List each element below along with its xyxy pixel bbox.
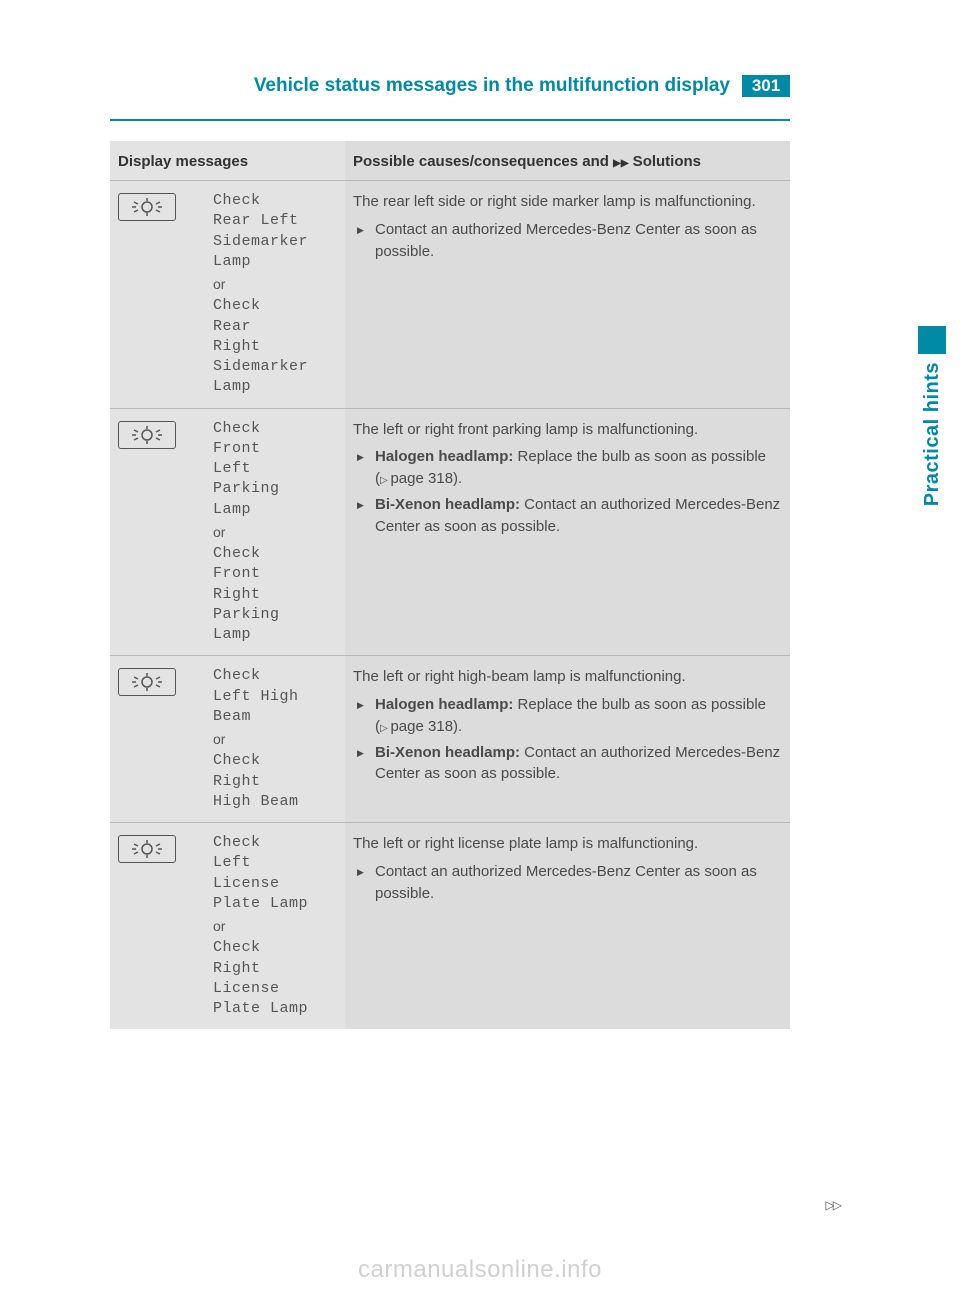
watermark: carmanualsonline.info — [358, 1256, 602, 1284]
solution-tail: ). — [453, 470, 462, 487]
header-underline — [110, 119, 790, 121]
side-tab-block — [918, 326, 946, 354]
side-tab: Practical hints — [904, 326, 960, 506]
continue-mark-icon: ▷▷ — [826, 1198, 840, 1212]
solution-bold: Halogen headlamp: — [375, 696, 513, 713]
page-ref: page 318 — [380, 470, 453, 487]
icon-cell — [110, 181, 205, 409]
message-text-2: Check Front Right Parking Lamp — [213, 544, 337, 645]
th-solutions-post: Solutions — [629, 153, 702, 170]
message-or: or — [213, 274, 337, 294]
message-text-1: Check Front Left Parking Lamp — [213, 419, 337, 520]
table-row: Check Rear Left Sidemarker Lamp or Check… — [110, 181, 790, 409]
solution-cell: The left or right high-beam lamp is malf… — [345, 656, 790, 823]
page-header: Vehicle status messages in the multifunc… — [110, 75, 790, 97]
solution-text: Contact an authorized Mercedes-Benz Cent… — [375, 863, 757, 902]
page-number: 301 — [742, 75, 790, 97]
lamp-icon — [118, 421, 176, 449]
solution-item: Halogen headlamp: Replace the bulb as so… — [367, 446, 782, 490]
solution-cell: The left or right license plate lamp is … — [345, 823, 790, 1030]
lamp-icon — [118, 835, 176, 863]
message-text-2: Check Rear Right Sidemarker Lamp — [213, 296, 337, 397]
solution-cell: The left or right front parking lamp is … — [345, 408, 790, 656]
solution-intro: The rear left side or right side marker … — [353, 191, 782, 213]
message-cell: Check Rear Left Sidemarker Lamp or Check… — [205, 181, 345, 409]
th-solutions: Possible causes/consequences and ▶▶ Solu… — [345, 141, 790, 181]
solution-item: Halogen headlamp: Replace the bulb as so… — [367, 694, 782, 738]
message-cell: Check Left License Plate Lamp or Check R… — [205, 823, 345, 1030]
message-text-1: Check Rear Left Sidemarker Lamp — [213, 191, 337, 272]
page-content: Vehicle status messages in the multifunc… — [110, 75, 790, 1029]
message-or: or — [213, 729, 337, 749]
lamp-icon — [118, 193, 176, 221]
message-text-1: Check Left License Plate Lamp — [213, 833, 337, 914]
message-or: or — [213, 916, 337, 936]
section-title: Vehicle status messages in the multifunc… — [254, 75, 742, 97]
solution-intro: The left or right license plate lamp is … — [353, 833, 782, 855]
table-row: Check Left High Beam or Check Right High… — [110, 656, 790, 823]
message-or: or — [213, 522, 337, 542]
page-ref: page 318 — [380, 718, 453, 735]
icon-cell — [110, 408, 205, 656]
th-display: Display messages — [110, 141, 345, 181]
solution-list: Contact an authorized Mercedes-Benz Cent… — [353, 861, 782, 905]
solution-bold: Halogen headlamp: — [375, 448, 513, 465]
solution-bold: Bi-Xenon headlamp: — [375, 744, 520, 761]
table-row: Check Front Left Parking Lamp or Check F… — [110, 408, 790, 656]
solution-intro: The left or right high-beam lamp is malf… — [353, 666, 782, 688]
message-text-1: Check Left High Beam — [213, 666, 337, 727]
solution-item: Bi-Xenon headlamp: Contact an authorized… — [367, 742, 782, 786]
solution-text: Contact an authorized Mercedes-Benz Cent… — [375, 221, 757, 260]
icon-cell — [110, 823, 205, 1030]
message-cell: Check Left High Beam or Check Right High… — [205, 656, 345, 823]
icon-cell — [110, 656, 205, 823]
solution-list: Contact an authorized Mercedes-Benz Cent… — [353, 219, 782, 263]
solution-intro: The left or right front parking lamp is … — [353, 419, 782, 441]
solution-cell: The rear left side or right side marker … — [345, 181, 790, 409]
lamp-icon — [118, 668, 176, 696]
solution-item: Contact an authorized Mercedes-Benz Cent… — [367, 219, 782, 263]
message-text-2: Check Right License Plate Lamp — [213, 938, 337, 1019]
side-tab-label: Practical hints — [921, 362, 944, 506]
solution-bold: Bi-Xenon headlamp: — [375, 496, 520, 513]
messages-table: Display messages Possible causes/consequ… — [110, 141, 790, 1029]
solution-item: Contact an authorized Mercedes-Benz Cent… — [367, 861, 782, 905]
solution-list: Halogen headlamp: Replace the bulb as so… — [353, 446, 782, 537]
th-solutions-triangle-icon: ▶▶ — [613, 158, 628, 169]
message-text-2: Check Right High Beam — [213, 751, 337, 812]
th-solutions-pre: Possible causes/consequences and — [353, 153, 613, 170]
solution-tail: ). — [453, 718, 462, 735]
solution-list: Halogen headlamp: Replace the bulb as so… — [353, 694, 782, 785]
table-row: Check Left License Plate Lamp or Check R… — [110, 823, 790, 1030]
message-cell: Check Front Left Parking Lamp or Check F… — [205, 408, 345, 656]
solution-item: Bi-Xenon headlamp: Contact an authorized… — [367, 494, 782, 538]
